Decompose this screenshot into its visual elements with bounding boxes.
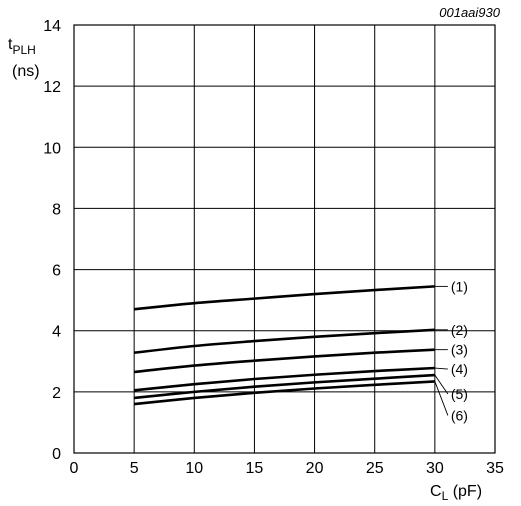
y-tick-label: 14 [43,18,61,35]
y-tick-label: 0 [52,446,61,463]
series-leader-line [434,374,449,395]
grid-lines [74,25,495,453]
x-tick-label: 15 [246,460,264,477]
y-axis-label-main: t [8,36,13,53]
tick-labels: 0 5 10 15 20 25 30 35 0 2 4 6 8 10 12 14 [43,18,504,477]
y-tick-label: 12 [43,79,61,96]
x-tick-label: 35 [486,460,504,477]
y-tick-label: 10 [43,140,61,157]
series-label: (6) [451,407,468,423]
series-label: (2) [451,322,468,338]
series-label: (4) [451,361,468,377]
plot-border [73,24,496,454]
series-leader-line [434,381,449,416]
x-tick-label: 5 [130,460,139,477]
y-tick-label: 2 [52,385,61,402]
y-tick-label: 8 [52,201,61,218]
x-axis-label: CL (pF) [430,483,482,503]
x-axis-label-sub: L [442,489,449,503]
series-leader-line [434,367,448,370]
x-axis-label-unit: (pF) [448,483,482,500]
y-axis-label: tPLH [8,36,36,57]
figure-code: 001aai930 [439,5,500,20]
y-axis-label-sub: PLH [12,43,35,57]
series-line [133,328,435,355]
series-lines [133,285,435,406]
series-line [134,348,435,374]
series-line [134,380,435,406]
y-tick-label: 4 [52,324,61,341]
series-line [134,373,435,400]
series-line [134,285,435,311]
plot-frame [73,24,496,454]
series-label: (5) [451,386,468,402]
series-label: (1) [451,278,468,294]
x-axis-label-main: C [430,483,442,500]
x-tick-label: 25 [366,460,384,477]
x-tick-label: 20 [306,460,324,477]
series-line [134,366,435,392]
series-label: (3) [451,342,468,358]
series-labels: (1) (2) (3) (4) (5) (6) [434,278,468,423]
x-tick-label: 10 [185,460,203,477]
x-tick-label: 30 [426,460,444,477]
y-axis-unit: (ns) [12,63,40,80]
x-tick-label: 0 [70,460,79,477]
y-tick-label: 6 [52,263,61,280]
